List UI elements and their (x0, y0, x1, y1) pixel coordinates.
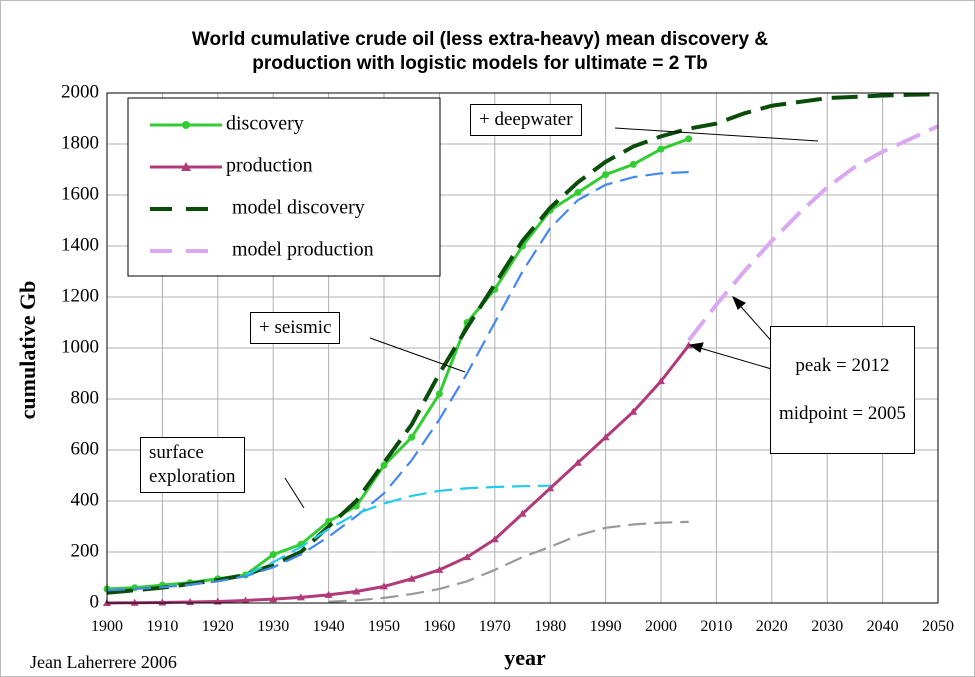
marker (408, 433, 416, 441)
marker (574, 188, 582, 196)
arrows (284, 127, 819, 509)
y-tick-label: 0 (90, 591, 100, 612)
x-axis-label: year (504, 645, 546, 670)
x-tick-label: 2010 (700, 618, 732, 635)
x-tick-label: 2000 (645, 618, 677, 635)
marker (380, 582, 388, 590)
marker (518, 509, 527, 517)
marker (296, 593, 305, 601)
y-tick-label: 1000 (61, 336, 99, 357)
y-tick-label: 1800 (61, 132, 99, 153)
marker (324, 590, 333, 598)
author: Jean Laherrere 2006 (30, 652, 177, 672)
marker (241, 596, 250, 604)
y-tick-label: 1600 (61, 183, 99, 204)
legend-marker (182, 121, 190, 129)
marker (657, 145, 665, 153)
x-tick-label: 1920 (202, 618, 234, 635)
annotation: midpoint = 2005 (779, 403, 906, 424)
legend-marker (181, 162, 191, 171)
series-line (106, 170, 689, 592)
marker (684, 341, 693, 349)
marker (546, 484, 555, 492)
marker (435, 390, 443, 398)
x-tick-label: 2040 (867, 618, 899, 635)
annotation: + seismic (250, 312, 341, 344)
x-tick-label: 2050 (922, 618, 954, 635)
marker (463, 553, 472, 561)
marker (158, 598, 167, 606)
y-tick-label: 600 (71, 438, 100, 459)
y-tick-label: 2000 (61, 81, 99, 102)
x-tick-label: 1910 (146, 618, 178, 635)
marker (601, 433, 610, 441)
marker (269, 551, 277, 559)
annotation: peak = 2012 (795, 355, 890, 376)
arrow-head (688, 342, 704, 353)
series-line (106, 344, 690, 605)
plot (103, 92, 939, 606)
x-tick-label: 1940 (313, 618, 345, 635)
y-tick-label: 800 (71, 387, 100, 408)
grid: 0 200 400 600 800 1000 1200 1400 1600 1800 2000 190… (61, 81, 954, 635)
marker (352, 587, 361, 595)
marker (629, 407, 638, 415)
chart-title: World cumulative crude oil (less extra-h… (191, 29, 769, 74)
x-tick-label: 1970 (479, 618, 511, 635)
x-tick-label: 1930 (257, 618, 289, 635)
annotation: surface exploration (140, 437, 245, 493)
x-tick-label: 1950 (368, 618, 400, 635)
x-tick-label: 1960 (423, 618, 455, 635)
series-line (106, 92, 939, 595)
legend-label: model discovery (232, 197, 365, 219)
arrow (284, 477, 305, 509)
x-tick-label: 2020 (756, 618, 788, 635)
series-line (328, 520, 689, 603)
legend: discovery production model discovery model … (127, 97, 441, 277)
marker (685, 135, 693, 143)
x-tick-label: 2030 (811, 618, 843, 635)
marker (573, 458, 582, 466)
marker (130, 598, 139, 606)
arrow-head (732, 295, 746, 310)
x-tick-label: 1990 (590, 618, 622, 635)
marker (407, 574, 416, 582)
marker (629, 160, 637, 168)
legend-label: production (226, 155, 313, 177)
x-tick-label: 1900 (91, 618, 123, 635)
y-tick-label: 1400 (61, 234, 99, 255)
legend-label: model production (232, 239, 374, 261)
y-tick-label: 400 (71, 489, 100, 510)
arrow (734, 299, 776, 346)
marker (435, 565, 444, 573)
annotation-box: peak = 2012 midpoint = 2005 (770, 326, 915, 454)
arrow (369, 337, 466, 373)
arrow (614, 127, 819, 142)
legend-label: discovery (226, 113, 304, 135)
arrow (692, 345, 776, 371)
plot-frame (106, 92, 939, 604)
x-tick-label: 1980 (534, 618, 566, 635)
y-axis-label: cumulative Gb (15, 281, 40, 420)
series-line (245, 484, 551, 576)
legend-box (127, 97, 441, 277)
marker (602, 171, 610, 179)
marker (490, 535, 499, 543)
annotation: + deepwater (470, 104, 582, 136)
y-tick-label: 200 (71, 540, 100, 561)
series-line (687, 124, 939, 342)
marker (269, 595, 278, 603)
marker (380, 461, 388, 469)
marker (657, 377, 665, 385)
y-tick-label: 1200 (61, 285, 99, 306)
